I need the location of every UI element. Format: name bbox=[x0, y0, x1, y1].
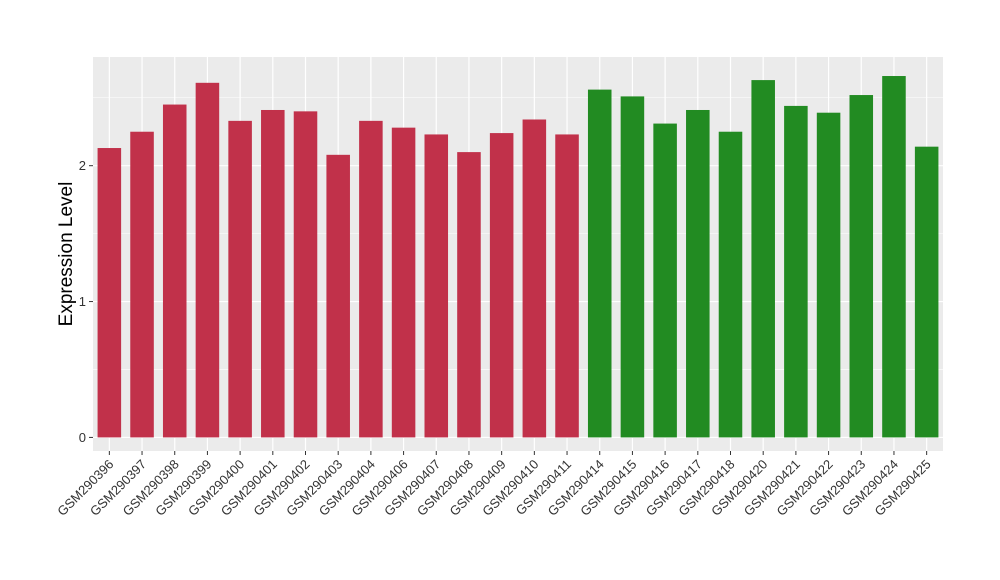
x-axis-ticks: GSM290396GSM290397GSM290398GSM290399GSM2… bbox=[54, 451, 934, 519]
bar-GSM290400 bbox=[228, 120, 252, 438]
bar-GSM290407 bbox=[424, 134, 449, 438]
plot-panel bbox=[93, 57, 943, 451]
bar-GSM290410 bbox=[522, 119, 547, 438]
y-tick-label: 0 bbox=[79, 430, 86, 445]
bar-GSM290401 bbox=[261, 109, 285, 438]
bar-GSM290414 bbox=[587, 89, 612, 438]
bar-GSM290411 bbox=[555, 134, 579, 438]
bar-GSM290423 bbox=[849, 95, 874, 438]
bar-GSM290420 bbox=[751, 80, 775, 438]
y-tick-label: 1 bbox=[79, 294, 86, 309]
bar-GSM290399 bbox=[195, 82, 220, 438]
bar-GSM290424 bbox=[882, 76, 906, 438]
bar-GSM290398 bbox=[162, 104, 187, 438]
bar-GSM290422 bbox=[816, 112, 841, 438]
bar-GSM290418 bbox=[718, 131, 743, 438]
bar-GSM290417 bbox=[686, 109, 710, 438]
bar-GSM290396 bbox=[97, 148, 122, 438]
bar-GSM290397 bbox=[130, 131, 154, 438]
y-tick-label: 2 bbox=[79, 158, 86, 173]
bar-GSM290421 bbox=[784, 105, 808, 438]
bar-GSM290404 bbox=[359, 120, 383, 438]
bar-GSM290409 bbox=[489, 133, 514, 438]
bar-GSM290408 bbox=[457, 152, 481, 438]
bar-GSM290403 bbox=[326, 154, 350, 438]
bar-GSM290425 bbox=[914, 146, 939, 438]
bar-GSM290415 bbox=[620, 96, 645, 438]
y-axis-title: Expression Level bbox=[56, 182, 77, 327]
bar-GSM290406 bbox=[391, 127, 416, 438]
bar-GSM290416 bbox=[653, 123, 677, 438]
bars bbox=[97, 76, 939, 438]
bar-GSM290402 bbox=[293, 111, 318, 438]
y-axis-ticks: 0 1 2 bbox=[79, 158, 93, 445]
